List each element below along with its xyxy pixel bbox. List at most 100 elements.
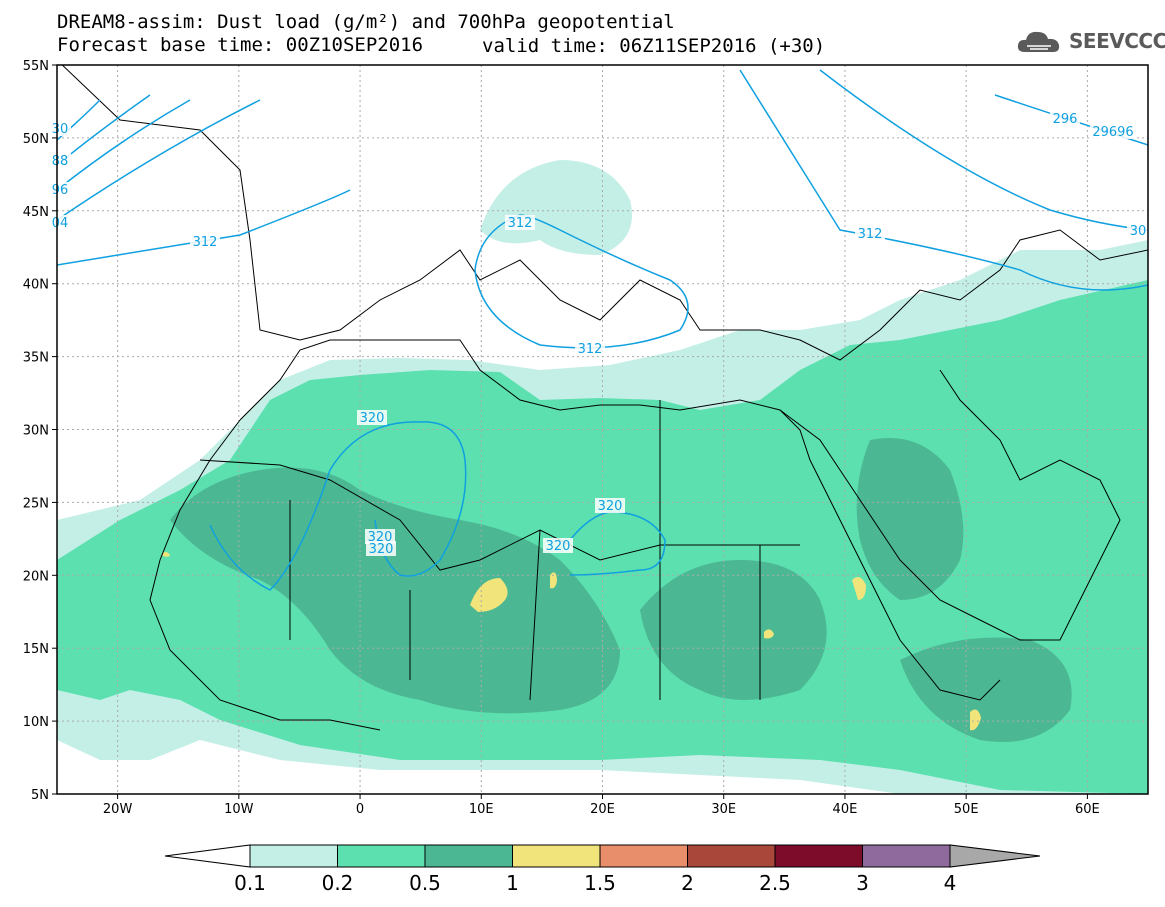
contour-label: 312 (190, 234, 220, 250)
contour-label: 312 (505, 215, 535, 231)
contour-304-ne (819, 69, 1148, 231)
contour-280 (57, 99, 101, 141)
lon-tick-label: 20E (590, 802, 615, 817)
colorbar-label: 0.1 (234, 871, 266, 895)
dust-level-1-niger (470, 578, 508, 612)
dust-level-0.5-central (640, 560, 827, 700)
colorbar-label: 1.5 (584, 871, 616, 895)
colorbar-label: 2.5 (759, 871, 791, 895)
contour-label: 312 (855, 226, 885, 242)
colorbar-label: 2 (681, 871, 694, 895)
cloud-logo-icon (1017, 31, 1060, 52)
lon-tick-label: 0 (356, 802, 364, 817)
forecast-base-time: Forecast base time: 00Z10SEP2016 (57, 34, 424, 56)
lat-tick-label: 50N (23, 132, 49, 147)
lat-tick-label: 35N (23, 351, 49, 366)
coastlines-and-borders (61, 65, 1148, 731)
contour-label: 320 (595, 498, 625, 514)
contour-label: 88 (49, 153, 71, 169)
colorbar-bin (424, 844, 513, 868)
lon-tick-label: 10W (224, 802, 254, 817)
lon-tick-label: 10E (469, 802, 494, 817)
dust-level-0.1-balkans (480, 160, 632, 255)
colorbar-label: 3 (856, 871, 869, 895)
colorbar-bin (862, 844, 951, 868)
svg-text:312: 312 (578, 342, 603, 357)
dust-level-0.5-west (170, 467, 620, 714)
contour-304 (57, 99, 261, 221)
lon-tick-label: 20W (103, 802, 133, 817)
coastline-north-africa (239, 339, 1001, 701)
seevccc-logo: SEEVCCC (1015, 24, 1165, 58)
lat-tick-label: 5N (31, 788, 49, 803)
contour-label: 96 (49, 182, 71, 198)
contour-labels: 3123123123123203203203203202962969630889… (49, 111, 1149, 557)
contour-label: 296 (1050, 111, 1080, 127)
dust-level-1-mauritania (162, 552, 170, 557)
colorbar-label: 0.5 (409, 871, 441, 895)
dust-level-1-eritrea (852, 576, 866, 600)
contour-label: 30 (1127, 223, 1149, 239)
dust-level-1-chad (550, 572, 557, 589)
border-sahara (199, 459, 800, 571)
contour-312-east (739, 69, 1148, 291)
lat-tick-label: 30N (23, 424, 49, 439)
svg-text:296: 296 (1053, 112, 1078, 127)
contour-label: 320 (357, 410, 387, 426)
lat-tick-label: 20N (23, 569, 49, 584)
logo-text: SEEVCCC (1069, 29, 1165, 53)
dust-level-1-somalia (970, 709, 981, 731)
lat-tick-label: 25N (23, 496, 49, 511)
contour-312-west (57, 189, 351, 266)
lon-tick-label: 60E (1075, 802, 1100, 817)
latitude-axis: 55N 50N 45N 40N 35N 30N 25N 20N 15N 10N 5N (23, 59, 57, 803)
contour-label: 29696 (1090, 124, 1136, 140)
svg-text:320: 320 (369, 542, 394, 557)
contour-label: 320 (543, 538, 573, 554)
colorbar-label: 0.2 (321, 871, 354, 895)
contour-320-chad (569, 511, 666, 576)
svg-text:96: 96 (52, 183, 69, 198)
contour-label: 30 (49, 121, 71, 137)
lat-tick-label: 45N (23, 205, 49, 220)
svg-text:29696: 29696 (1092, 125, 1133, 140)
colorbar-bin (599, 844, 688, 868)
coastline-west-africa (149, 419, 381, 731)
svg-text:312: 312 (858, 227, 883, 242)
lat-tick-label: 55N (23, 59, 49, 74)
svg-text:04: 04 (52, 216, 69, 231)
colorbar-bin (512, 844, 601, 868)
border-sahel (289, 400, 761, 701)
contour-label: 312 (575, 341, 605, 357)
colorbar-bin (687, 844, 776, 868)
colorbar-over-triangle (949, 844, 1041, 868)
coastline-europe-africa (61, 65, 1148, 361)
longitude-axis: 20W 10W 0 10E 20E 30E 40E 50E 60E (103, 794, 1100, 817)
svg-text:320: 320 (598, 499, 623, 514)
contour-label: 04 (49, 215, 71, 231)
colorbar-bin (249, 844, 338, 868)
geopotential-contours (57, 69, 1148, 591)
colorbar-bin (774, 844, 863, 868)
colorbar-under-triangle (164, 844, 251, 868)
dust-level-1-sudan (764, 629, 774, 639)
dust-level-0.5-horn (900, 637, 1072, 742)
coastline-arabia (779, 369, 1121, 641)
contour-label: 320 (366, 541, 396, 557)
svg-text:320: 320 (360, 411, 385, 426)
contour-296 (57, 99, 191, 191)
svg-text:312: 312 (193, 235, 218, 250)
dust-level-0.5-arabia (856, 438, 964, 600)
svg-text:312: 312 (508, 216, 533, 231)
lat-lon-grid (57, 65, 1148, 794)
contour-320-sahara (209, 421, 467, 591)
valid-time: valid time: 06Z11SEP2016 (+30) (482, 35, 826, 57)
lat-tick-label: 40N (23, 278, 49, 293)
lat-tick-label: 10N (23, 715, 49, 730)
svg-text:320: 320 (546, 539, 571, 554)
lat-tick-label: 15N (23, 642, 49, 657)
colorbar-label: 4 (943, 871, 957, 895)
lon-tick-label: 40E (833, 802, 858, 817)
colorbar (164, 844, 1041, 868)
